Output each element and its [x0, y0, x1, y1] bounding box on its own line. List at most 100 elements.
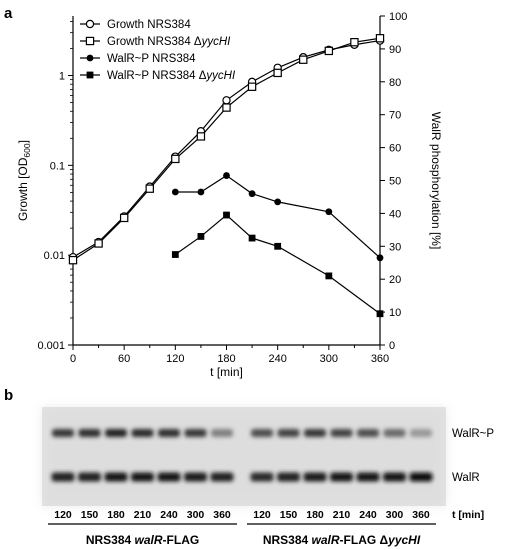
lane-label: 180 [107, 509, 125, 521]
y-right-tick-label: 10 [389, 307, 401, 319]
legend-marker [86, 71, 94, 79]
lane-label: 120 [54, 509, 72, 521]
series-3 [171, 172, 384, 262]
band-label-walr: WalR [452, 472, 480, 484]
band-walr-p [357, 429, 379, 437]
y-right-tick-label: 50 [389, 176, 401, 188]
lane-label: 150 [280, 509, 298, 521]
legend-entry: Growth NRS384 ΔyycHI [107, 36, 231, 48]
data-point [223, 172, 230, 179]
data-point [171, 188, 179, 196]
data-point [94, 239, 103, 248]
y-left-tick-label: 0.001 [37, 340, 65, 352]
data-point [196, 132, 206, 141]
data-point [171, 251, 179, 258]
data-point [274, 242, 282, 250]
data-point [248, 190, 256, 198]
lane-label: 210 [134, 509, 152, 521]
data-point [350, 38, 359, 47]
data-point [247, 82, 257, 91]
x-tick-label: 240 [268, 353, 286, 365]
y-right-tick-label: 100 [389, 11, 407, 23]
x-tick-label: 180 [217, 353, 235, 365]
band-walr [131, 472, 154, 482]
lane-unit-label: t [min] [452, 509, 484, 521]
data-point [222, 103, 231, 112]
band-walr [303, 472, 327, 482]
data-point [171, 154, 180, 164]
lane-label: 150 [81, 509, 99, 521]
band-walr [250, 472, 274, 482]
lane-label: 300 [386, 509, 404, 521]
band-walr-p [158, 429, 180, 437]
legend-marker [86, 54, 94, 62]
band-walr-p [211, 429, 233, 437]
band-walr [330, 472, 353, 482]
band-walr [277, 472, 300, 482]
y-right-tick-label: 0 [389, 340, 395, 352]
data-point [325, 208, 333, 216]
y-right-tick-label: 80 [389, 77, 401, 89]
series-4 [171, 211, 384, 318]
data-point [197, 233, 205, 240]
band-walr [210, 472, 234, 482]
y-left-tick-label: 0.1 [50, 160, 65, 172]
band-walr [383, 472, 406, 482]
band-walr-p [105, 429, 127, 437]
band-walr [51, 472, 75, 482]
y-right-tick-label: 30 [389, 241, 401, 253]
data-point [375, 34, 385, 43]
blot-background-shading [42, 407, 446, 506]
panel-label-a: a [4, 5, 13, 22]
y-right-axis-title: WalR phosphorylation [%] [429, 112, 443, 250]
band-walr [409, 472, 433, 482]
legend-entry: WalR~P NRS384 [107, 53, 196, 65]
data-point [325, 272, 333, 280]
data-point [223, 211, 230, 219]
band-walr-p [184, 429, 207, 437]
lane-label: 180 [306, 509, 324, 521]
data-point [119, 213, 129, 223]
series-2 [68, 34, 385, 265]
legend: Growth NRS384 Growth NRS384 ΔyycHI WalR~P … [80, 19, 236, 82]
data-point [376, 310, 384, 318]
lane-label: 240 [160, 509, 178, 521]
group-label: NRS384 walR-FLAG [86, 533, 199, 547]
x-tick-label: 60 [118, 353, 130, 365]
lane-label: 240 [359, 509, 377, 521]
data-point [376, 254, 384, 262]
band-walr [78, 472, 101, 482]
lane-label: 360 [412, 509, 430, 521]
band-walr-p [304, 429, 326, 437]
data-point [299, 55, 308, 64]
band-walr-p [78, 429, 101, 437]
band-walr-p [383, 429, 406, 437]
legend-marker [85, 19, 95, 29]
band-walr-p [251, 429, 273, 437]
lane-label: 210 [333, 509, 351, 521]
y-right-tick-label: 60 [389, 143, 401, 155]
band-walr [104, 472, 128, 482]
band-walr-p [131, 429, 154, 437]
lane-label: 360 [213, 509, 231, 521]
y-left-tick-label: 1 [59, 71, 65, 83]
lane-label: 120 [253, 509, 271, 521]
band-label-walr-p: WalR~P [452, 428, 494, 440]
y-left-axis-title: Growth [OD600] [16, 140, 32, 221]
band-walr [356, 472, 380, 482]
data-point [324, 46, 334, 56]
data-point [273, 68, 282, 78]
group-label: NRS384 walR-FLAG ΔyycHI [263, 533, 421, 547]
data-point [68, 255, 78, 265]
x-tick-label: 120 [166, 353, 184, 365]
data-point [145, 184, 154, 193]
y-left-tick-label: 0.01 [44, 250, 65, 262]
legend-entry: Growth NRS384 [107, 19, 191, 31]
x-tick-label: 360 [371, 353, 389, 365]
data-point [197, 188, 205, 196]
data-point [222, 96, 231, 105]
x-tick-label: 0 [70, 353, 76, 365]
y-right-tick-label: 70 [389, 110, 401, 122]
